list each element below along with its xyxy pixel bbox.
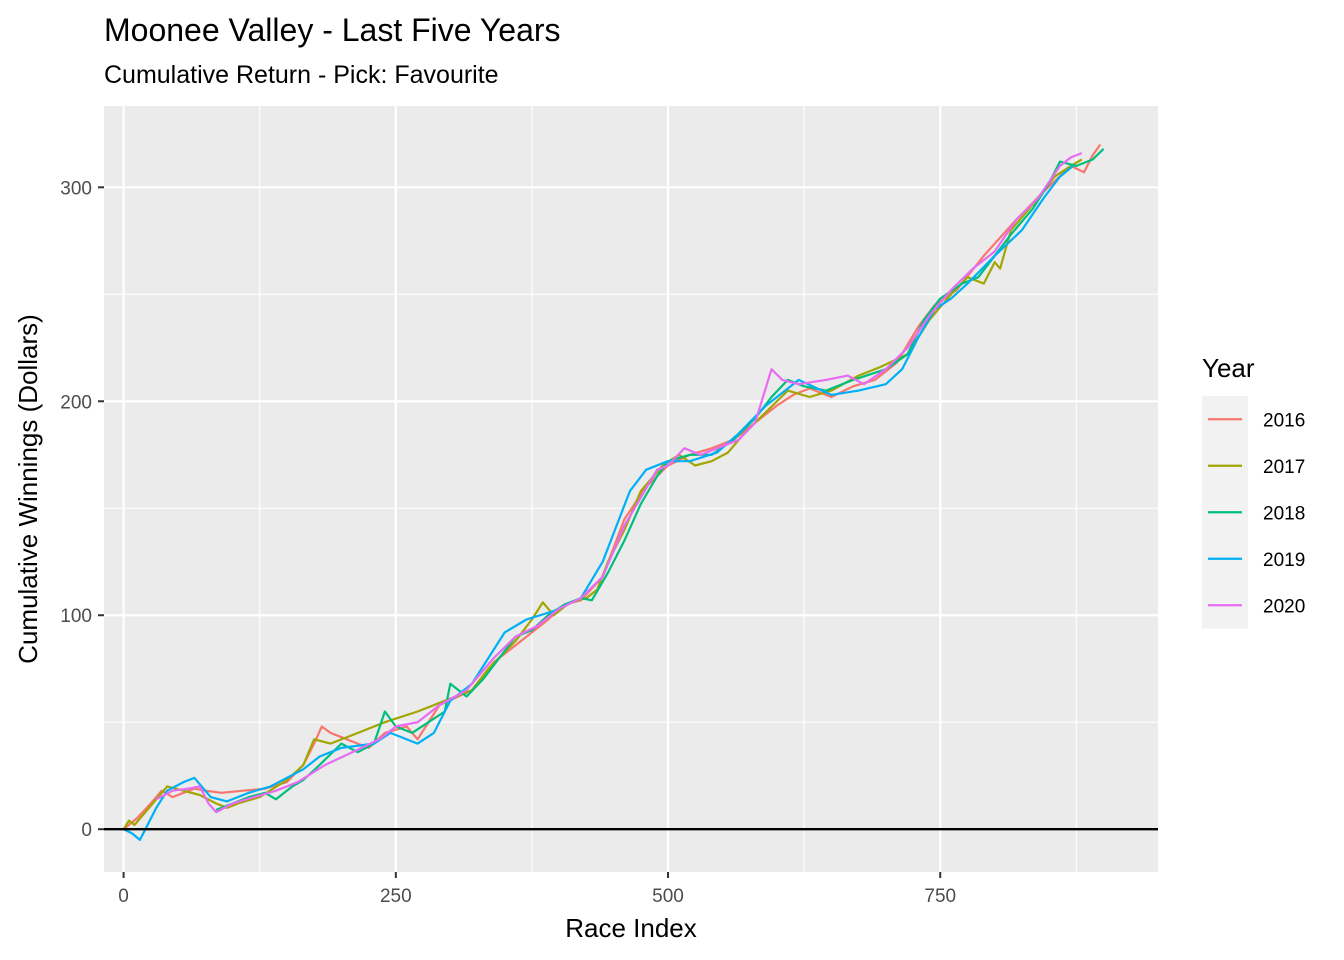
y-tick-label: 0	[81, 820, 92, 841]
x-tick-label: 750	[924, 886, 956, 907]
legend-label-2019: 2019	[1263, 550, 1305, 571]
x-tick-label: 500	[652, 886, 684, 907]
x-axis-ticks: 0 250 500 750	[118, 872, 956, 907]
x-tick-label: 0	[118, 886, 129, 907]
y-axis-ticks: 0 100 200 300	[60, 178, 104, 841]
legend-label-2020: 2020	[1263, 596, 1305, 617]
series-line-2019	[123, 165, 1074, 841]
legend: 2016 2017 2018 2019 2020	[1202, 396, 1305, 629]
y-tick-label: 200	[60, 392, 92, 413]
legend-title: Year	[1202, 353, 1255, 383]
series-line-2020	[155, 152, 1083, 814]
y-tick-label: 100	[60, 606, 92, 627]
series-line-2016	[122, 143, 1102, 831]
chart-title: Moonee Valley - Last Five Years	[104, 12, 561, 48]
y-axis-title: Cumulative Winnings (Dollars)	[13, 314, 43, 664]
y-tick-label: 300	[60, 178, 92, 199]
legend-label-2018: 2018	[1263, 503, 1305, 524]
chart-subtitle: Cumulative Return - Pick: Favourite	[104, 61, 499, 89]
series-line-2017	[122, 158, 1083, 830]
legend-label-2016: 2016	[1263, 410, 1305, 431]
x-axis-title: Race Index	[565, 913, 697, 943]
x-tick-label: 250	[380, 886, 412, 907]
series-lines	[122, 143, 1105, 841]
legend-label-2017: 2017	[1263, 457, 1305, 478]
